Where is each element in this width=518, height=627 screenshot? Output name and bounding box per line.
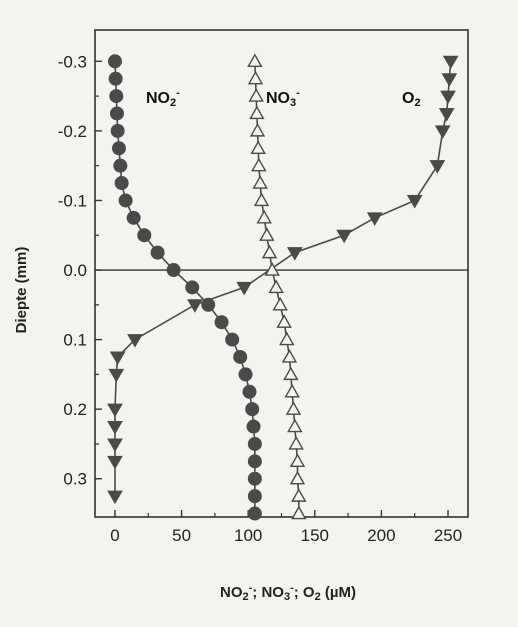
data-point [440, 90, 456, 105]
series-label-no2: NO2- [146, 87, 180, 109]
data-point [113, 158, 128, 173]
data-point [109, 351, 126, 365]
x-tick-label: 150 [301, 526, 329, 545]
data-point [289, 453, 306, 468]
axis-ticks: -0.3 -0.2 -0.1 0.0 0.1 0.2 0.3 0 50 100 150 200 250 [58, 52, 463, 545]
data-point [247, 471, 262, 486]
data-point [233, 349, 248, 364]
data-point [438, 107, 455, 122]
data-point [247, 436, 262, 451]
curve-o2 [114, 61, 452, 497]
data-point [187, 299, 203, 313]
data-point [109, 89, 124, 104]
data-point [201, 297, 216, 312]
data-point [107, 490, 123, 505]
data-point [126, 210, 141, 225]
data-point [261, 244, 278, 259]
series-label-no3: NO3- [266, 87, 300, 109]
x-tick-label: 200 [367, 526, 395, 545]
x-tick-label: 50 [172, 526, 191, 545]
data-point [264, 262, 280, 276]
data-point [251, 157, 267, 172]
data-point [150, 245, 165, 260]
data-point [246, 419, 261, 434]
series-labels: NO2- NO3- O2 [146, 87, 421, 109]
data-point [236, 281, 253, 296]
y-tick-label: -0.1 [58, 191, 87, 210]
x-tick-label: 250 [434, 526, 462, 545]
data-point [252, 175, 268, 189]
data-point [283, 366, 299, 381]
data-point [185, 280, 200, 295]
data-point [250, 140, 266, 154]
data-point [111, 141, 126, 156]
fit-curves [114, 61, 452, 514]
data-point [279, 331, 295, 346]
data-point [107, 421, 123, 435]
data-point [107, 455, 123, 470]
data-point [366, 212, 383, 226]
data-point [284, 383, 300, 398]
data-point [107, 438, 123, 452]
data-point [434, 125, 451, 139]
data-point [108, 71, 123, 86]
data-point [253, 192, 270, 207]
y-tick-label: 0.1 [63, 331, 87, 350]
data-point [441, 73, 458, 87]
data-point [285, 401, 302, 415]
data-point [127, 334, 143, 348]
data-point [109, 106, 124, 121]
data-point [247, 506, 262, 521]
data-point [336, 229, 352, 244]
data-point [291, 488, 307, 502]
data-point [259, 227, 275, 241]
data-point [442, 55, 459, 70]
data-point [137, 228, 152, 243]
data-point [289, 470, 306, 485]
data-point [249, 122, 266, 137]
data-point [276, 314, 292, 328]
y-tick-label: 0.3 [63, 470, 87, 489]
data-point [107, 54, 122, 69]
data-point [242, 384, 257, 399]
data-point [268, 279, 284, 294]
data-point [114, 176, 129, 191]
data-point [110, 123, 125, 138]
data-point [272, 296, 288, 311]
data-point [248, 88, 264, 102]
data-markers [107, 53, 459, 521]
series-label-o2: O2 [402, 90, 421, 109]
data-point [214, 315, 229, 330]
data-point [247, 70, 264, 85]
data-point [287, 418, 303, 433]
x-axis-title: NO2-; NO3-; O2 (µM) [220, 582, 356, 603]
y-tick-label: 0.0 [63, 261, 87, 280]
y-tick-label: 0.2 [63, 400, 87, 419]
data-point [247, 53, 263, 68]
data-point [288, 436, 304, 450]
data-point [245, 402, 260, 417]
data-point [249, 105, 265, 120]
data-point [406, 194, 423, 209]
data-point [256, 209, 272, 224]
data-point [238, 367, 253, 382]
x-tick-label: 100 [234, 526, 262, 545]
data-point [247, 454, 262, 469]
y-tick-label: -0.3 [58, 52, 87, 71]
x-tick-label: 0 [110, 526, 119, 545]
curve-no2 [114, 61, 256, 514]
data-point [108, 368, 125, 383]
data-point [225, 332, 240, 347]
data-point [429, 160, 446, 174]
y-tick-label: -0.2 [58, 122, 87, 141]
data-point [281, 349, 298, 363]
data-point [286, 247, 303, 261]
data-point [107, 403, 123, 418]
data-point [247, 489, 262, 504]
data-point [166, 263, 181, 278]
data-point [118, 193, 133, 208]
data-point [291, 505, 307, 520]
y-axis-title: Diepte (mm) [13, 247, 30, 334]
